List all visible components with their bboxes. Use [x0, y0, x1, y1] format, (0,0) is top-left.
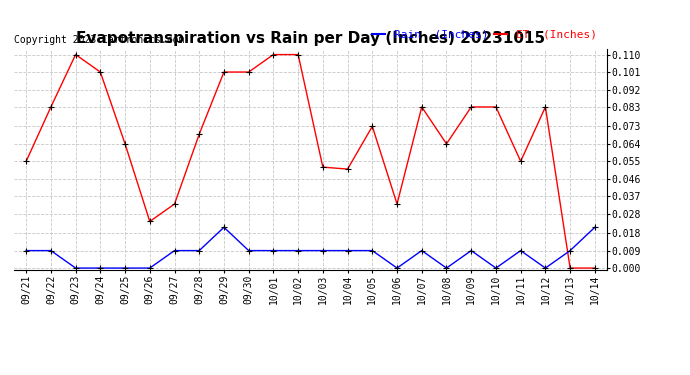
- Title: Evapotranspiration vs Rain per Day (Inches) 20231015: Evapotranspiration vs Rain per Day (Inch…: [76, 31, 545, 46]
- Text: Copyright 2023 Cartronics.com: Copyright 2023 Cartronics.com: [14, 36, 184, 45]
- Legend: Rain  (Inches), ET  (Inches): Rain (Inches), ET (Inches): [367, 26, 602, 44]
